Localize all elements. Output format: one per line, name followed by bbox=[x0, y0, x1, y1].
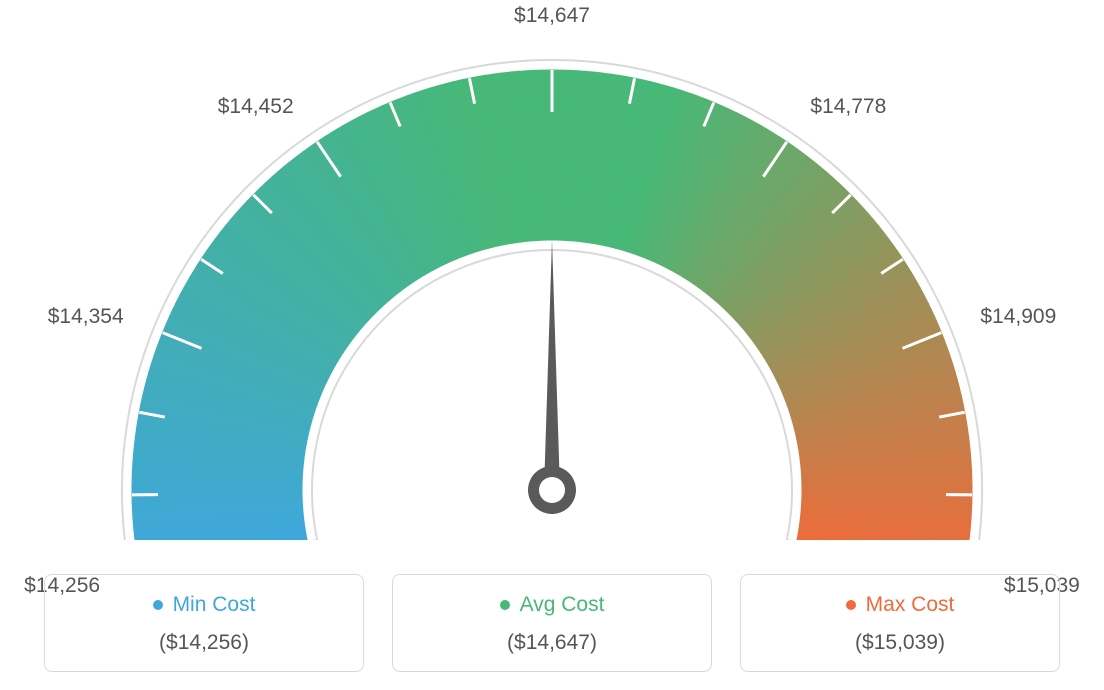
legend-title-min: Min Cost bbox=[153, 593, 256, 617]
legend-label-min: Min Cost bbox=[173, 593, 256, 617]
legend-value-max: ($15,039) bbox=[751, 631, 1049, 655]
legend-title-max: Max Cost bbox=[846, 593, 955, 617]
gauge-tick-label: $14,909 bbox=[980, 305, 1056, 329]
legend-title-avg: Avg Cost bbox=[500, 593, 605, 617]
legend-card-max: Max Cost ($15,039) bbox=[740, 574, 1060, 672]
gauge-tick-label: $14,354 bbox=[48, 305, 124, 329]
legend-card-min: Min Cost ($14,256) bbox=[44, 574, 364, 672]
gauge-hub-inner bbox=[539, 477, 565, 503]
gauge-tick-label: $14,647 bbox=[514, 4, 590, 28]
gauge-chart: $14,256$14,354$14,452$14,647$14,778$14,9… bbox=[0, 0, 1104, 540]
legend-label-max: Max Cost bbox=[866, 593, 955, 617]
legend-card-avg: Avg Cost ($14,647) bbox=[392, 574, 712, 672]
legend-value-min: ($14,256) bbox=[55, 631, 353, 655]
gauge-tick-label: $14,778 bbox=[810, 95, 886, 119]
dot-icon bbox=[846, 600, 856, 610]
gauge-svg bbox=[0, 0, 1104, 540]
gauge-tick-label: $14,452 bbox=[218, 95, 294, 119]
legend-label-avg: Avg Cost bbox=[520, 593, 605, 617]
legend-value-avg: ($14,647) bbox=[403, 631, 701, 655]
legend-row: Min Cost ($14,256) Avg Cost ($14,647) Ma… bbox=[0, 574, 1104, 672]
dot-icon bbox=[500, 600, 510, 610]
dot-icon bbox=[153, 600, 163, 610]
